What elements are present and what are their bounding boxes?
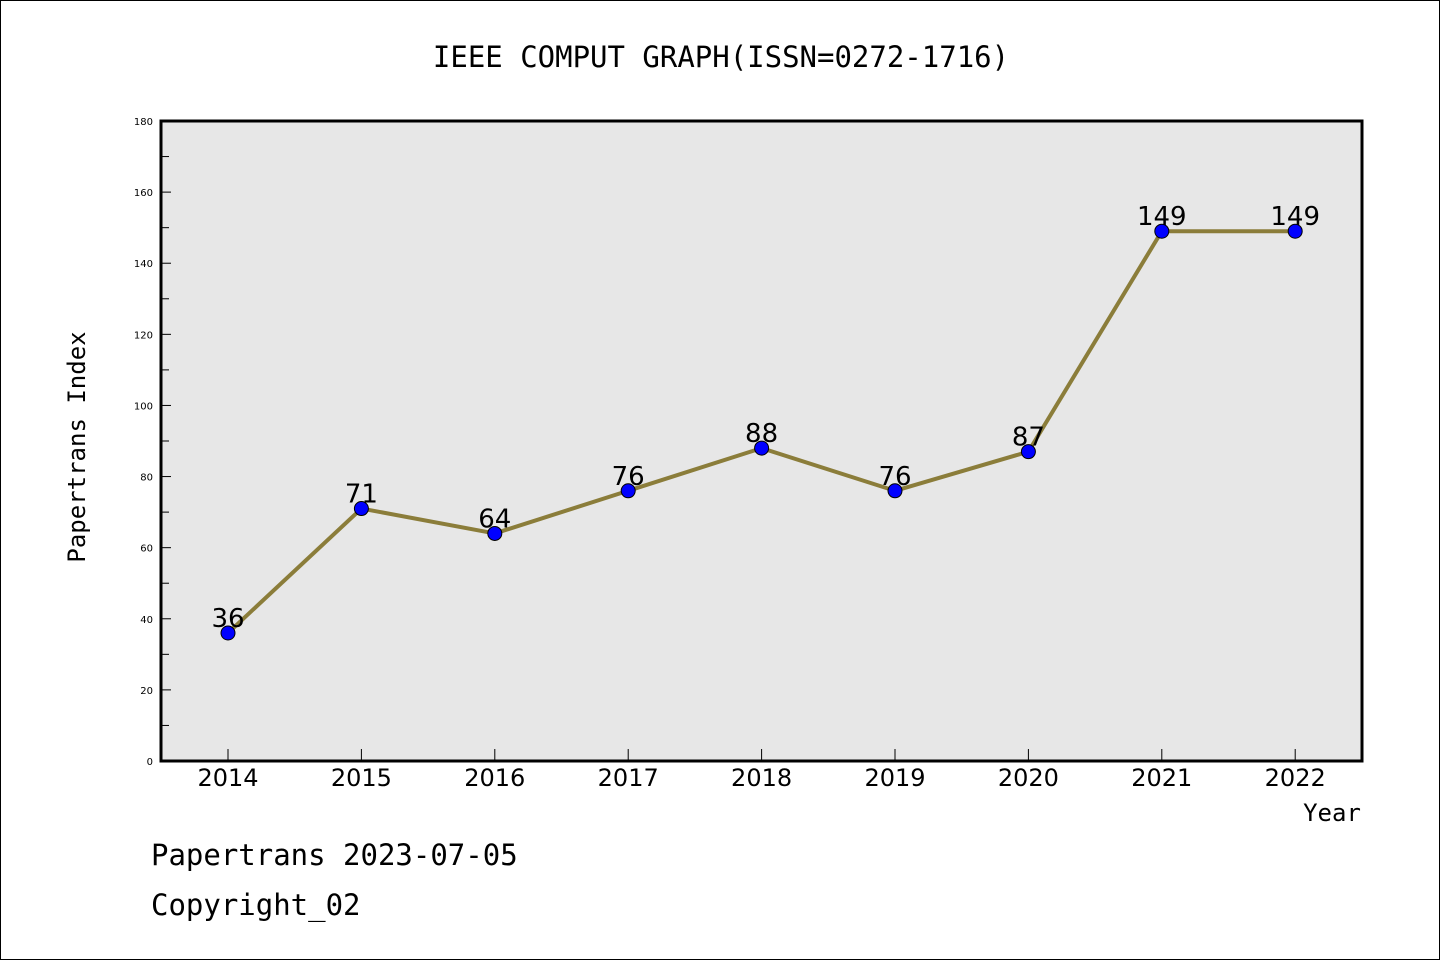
data-point [1154, 223, 1170, 239]
x-axis: 2014 2015 2016 2017 2018 2019 2020 2021 2022 [197, 749, 1326, 792]
data-point [1287, 223, 1303, 239]
y-tick-label: 80 [140, 473, 153, 484]
y-tick-label: 0 [147, 757, 153, 768]
x-tick-label: 2022 [1265, 764, 1326, 792]
y-tick-label: 180 [134, 117, 153, 128]
y-tick-label: 140 [134, 259, 153, 270]
footer-date: Papertrans 2023-07-05 [151, 838, 518, 872]
data-point [1020, 444, 1036, 460]
x-tick-label: 2021 [1131, 764, 1192, 792]
x-tick-label: 2020 [998, 764, 1059, 792]
y-tick-label: 60 [140, 544, 153, 555]
data-point [620, 483, 636, 499]
data-label: 149 [1270, 202, 1320, 232]
data-label: 149 [1137, 202, 1187, 232]
y-tick-label: 100 [134, 401, 153, 412]
x-tick-label: 2015 [331, 764, 392, 792]
data-point [353, 501, 369, 517]
x-tick-label: 2016 [464, 764, 525, 792]
data-label: 88 [745, 419, 778, 449]
data-label: 76 [878, 462, 911, 492]
chart-title: IEEE COMPUT GRAPH(ISSN=0272-1716) [433, 40, 1009, 74]
data-point [487, 525, 503, 541]
data-point [754, 440, 770, 456]
y-tick-label: 40 [140, 615, 153, 626]
data-label: 76 [612, 462, 645, 492]
x-tick-label: 2017 [598, 764, 659, 792]
series-layer [220, 223, 1303, 641]
data-label: 87 [1012, 423, 1045, 453]
footer-copyright: Copyright_02 [151, 888, 361, 923]
y-tick-label: 20 [140, 686, 153, 697]
x-tick-label: 2018 [731, 764, 792, 792]
data-labels-layer: 36 71 64 76 88 76 87 149 149 [211, 202, 1320, 634]
data-label: 36 [211, 604, 244, 634]
y-axis: 0 20 40 60 80 100 120 140 160 180 [134, 117, 171, 768]
data-label: 64 [478, 504, 511, 534]
data-point [220, 625, 236, 641]
y-tick-label: 160 [134, 188, 153, 199]
y-axis-label: Papertrans Index [63, 331, 91, 562]
data-point [887, 483, 903, 499]
x-axis-label: Year [1303, 799, 1361, 827]
x-tick-label: 2019 [864, 764, 925, 792]
data-label: 71 [345, 480, 378, 510]
y-tick-label: 120 [134, 330, 153, 341]
x-tick-label: 2014 [197, 764, 258, 792]
